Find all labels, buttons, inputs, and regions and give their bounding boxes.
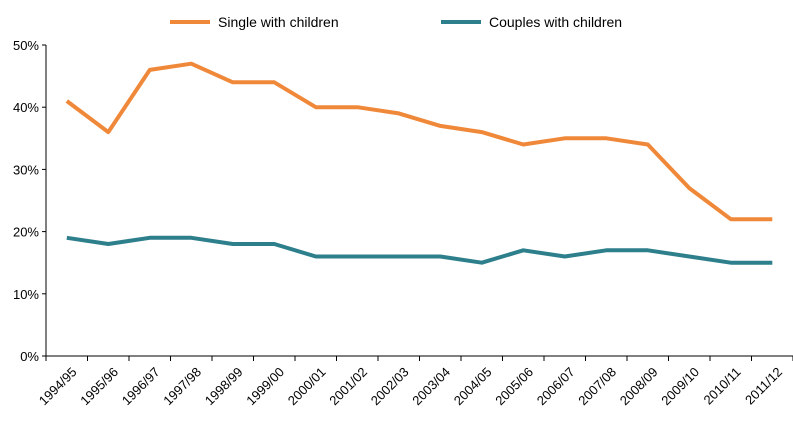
x-tick-label: 2004/05 xyxy=(451,364,495,408)
x-tick-label: 2003/04 xyxy=(409,364,453,408)
y-tick-label: 10% xyxy=(13,287,39,302)
series-line-couples-with-children xyxy=(66,235,773,265)
x-tick-label: 2009/10 xyxy=(658,364,702,408)
x-tick-label: 2002/03 xyxy=(368,364,412,408)
x-tick-label: 2011/12 xyxy=(742,364,785,407)
legend: Single with children Couples with childre… xyxy=(170,14,622,30)
x-tick-label: 1998/99 xyxy=(202,364,246,408)
x-tick-label: 2001/02 xyxy=(326,364,370,408)
x-tick-label: 1996/97 xyxy=(119,364,163,408)
x-tick-label: 1999/00 xyxy=(243,364,287,408)
y-tick-label: 30% xyxy=(13,162,39,177)
x-tick-label: 2010/11 xyxy=(700,364,743,407)
x-tick-label: 1997/98 xyxy=(160,364,204,408)
legend-label: Couples with children xyxy=(489,14,622,30)
x-tick-label: 2008/09 xyxy=(617,364,661,408)
x-tick-label: 2000/01 xyxy=(285,364,329,408)
axes: 0%10%20%30%40%50%1994/951995/961996/9719… xyxy=(13,38,793,408)
x-tick-label: 2006/07 xyxy=(534,364,578,408)
y-tick-label: 20% xyxy=(13,225,39,240)
series-layer xyxy=(65,61,773,265)
x-tick-label: 2005/06 xyxy=(492,364,536,408)
x-tick-label: 1994/95 xyxy=(36,364,80,408)
x-tick-label: 2007/08 xyxy=(575,364,619,408)
legend-label: Single with children xyxy=(218,14,339,30)
series-line-single-with-children xyxy=(65,61,773,222)
y-tick-label: 40% xyxy=(13,100,39,115)
y-tick-label: 50% xyxy=(13,38,39,53)
x-tick-label: 1995/96 xyxy=(77,364,121,408)
y-tick-label: 0% xyxy=(20,349,39,364)
